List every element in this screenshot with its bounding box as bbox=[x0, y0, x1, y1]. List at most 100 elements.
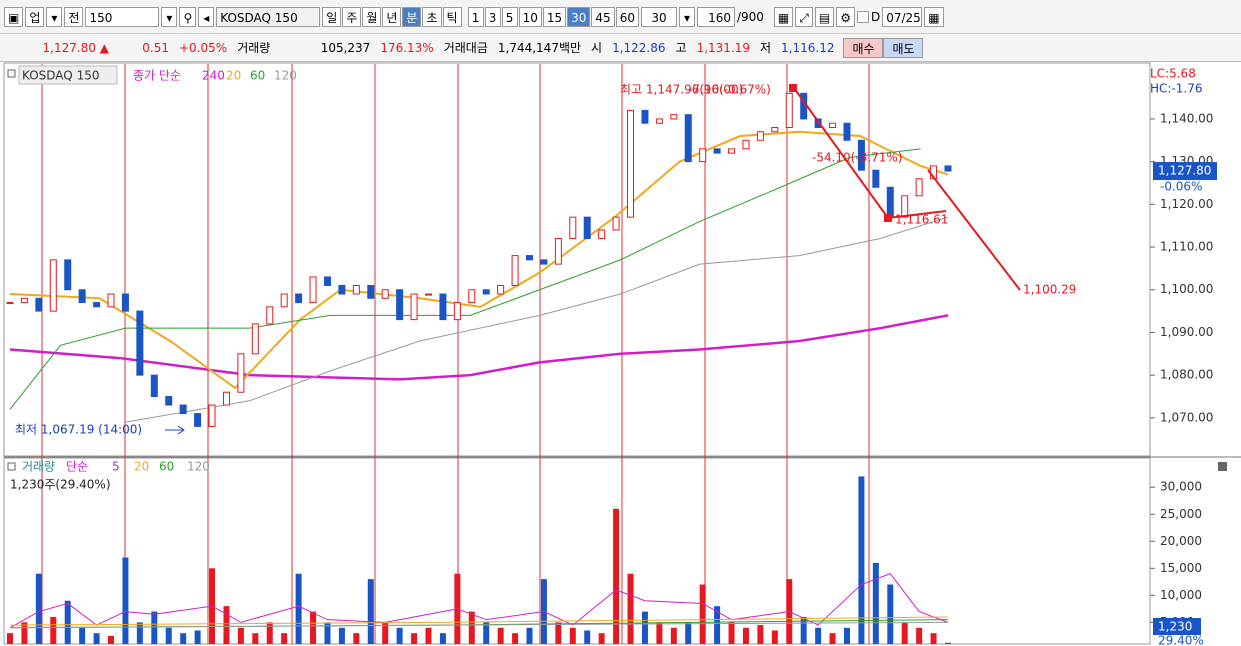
market[interactable]: 업 bbox=[25, 6, 45, 27]
interval-tab[interactable]: 60 bbox=[615, 6, 639, 27]
volume-bar bbox=[829, 633, 836, 644]
dropdown[interactable]: ▾ bbox=[161, 6, 178, 27]
calendar[interactable]: ▦ bbox=[924, 6, 944, 27]
interval-input[interactable]: 30 bbox=[640, 6, 677, 27]
count[interactable]: 160 bbox=[696, 6, 735, 27]
volume-bar bbox=[670, 627, 677, 644]
label: 거래량 bbox=[237, 41, 271, 55]
volume-bar bbox=[237, 627, 244, 644]
volume-bar bbox=[108, 635, 115, 644]
legend-icon bbox=[7, 462, 16, 471]
period-tab[interactable]: 초 bbox=[422, 6, 442, 27]
interval-tab[interactable]: 10 bbox=[518, 6, 542, 27]
candle bbox=[78, 289, 86, 304]
icon[interactable]: ▦ bbox=[773, 6, 794, 27]
volume-bar bbox=[656, 622, 663, 644]
interval-tab[interactable]: 3 bbox=[484, 6, 501, 27]
buy-button[interactable]: 매수 bbox=[843, 37, 884, 58]
sell-button[interactable]: 매도 bbox=[883, 37, 924, 58]
volume-bar bbox=[627, 573, 634, 644]
volume-bar bbox=[136, 622, 143, 644]
candle bbox=[699, 148, 707, 163]
candle bbox=[20, 297, 28, 304]
dropdown[interactable]: ▾ bbox=[678, 6, 695, 27]
interval-tab[interactable]: 30 bbox=[567, 6, 591, 27]
volume-panel bbox=[3, 457, 1151, 645]
candle bbox=[468, 289, 476, 304]
y-tick-label: 1,120.00 bbox=[1160, 197, 1213, 211]
candle bbox=[872, 169, 880, 188]
volume-bar bbox=[771, 630, 778, 644]
interval-tab[interactable]: 1 bbox=[467, 6, 484, 27]
volume-bar bbox=[396, 627, 403, 644]
period-tab[interactable]: 월 bbox=[362, 6, 382, 27]
candle bbox=[396, 289, 404, 321]
period-tab[interactable]: 일 bbox=[322, 6, 342, 27]
candle bbox=[424, 293, 432, 296]
period-tab[interactable]: 년 bbox=[382, 6, 402, 27]
y-tick-label: 25,000 bbox=[1160, 507, 1202, 521]
code[interactable]: 150 bbox=[85, 6, 160, 27]
candle bbox=[338, 284, 346, 295]
checkbox[interactable] bbox=[856, 10, 869, 23]
candle bbox=[583, 216, 591, 240]
ma-line bbox=[9, 314, 949, 381]
scope[interactable]: 전 bbox=[64, 6, 84, 27]
period-tab[interactable]: 분 bbox=[402, 6, 422, 27]
volume-bar bbox=[310, 611, 317, 644]
volume-bar bbox=[815, 627, 822, 644]
sound[interactable]: ◂ bbox=[198, 6, 215, 27]
volume: 105,237 bbox=[320, 40, 371, 55]
low: 1,116.12 bbox=[781, 40, 835, 55]
volume-bar bbox=[295, 573, 302, 644]
amount: 1,744,147백만 bbox=[497, 41, 582, 55]
ma-line bbox=[9, 148, 921, 410]
candle bbox=[107, 293, 115, 308]
y-tick-label: 1,070.00 bbox=[1160, 410, 1213, 424]
volume-bar bbox=[79, 627, 86, 644]
volume-bar bbox=[742, 627, 749, 644]
high: 1,131.19 bbox=[696, 40, 750, 55]
candle bbox=[843, 122, 851, 141]
close-icon bbox=[1218, 462, 1227, 471]
y-tick-label: 1,080.00 bbox=[1160, 368, 1213, 382]
date[interactable]: 07/25 bbox=[882, 6, 923, 27]
icon[interactable]: ▤ bbox=[814, 6, 835, 27]
volume-bar bbox=[50, 616, 57, 644]
candle bbox=[309, 276, 317, 304]
interval-tab[interactable]: 5 bbox=[501, 6, 518, 27]
trend-line bbox=[793, 87, 1021, 291]
legend-name: KOSDAQ 150 bbox=[22, 69, 99, 83]
icon[interactable]: ⚙ bbox=[836, 6, 855, 27]
candle bbox=[915, 178, 923, 197]
interval-tab[interactable]: 15 bbox=[542, 6, 567, 27]
interval-tab[interactable]: 45 bbox=[591, 6, 615, 27]
volume-bar bbox=[353, 633, 360, 644]
candle bbox=[511, 255, 519, 286]
dropdown[interactable]: ▾ bbox=[46, 6, 63, 27]
period-tab[interactable]: 주 bbox=[342, 6, 362, 27]
intervals: 1 3 5 10 15 30 45 60 bbox=[467, 6, 639, 27]
y-tick-label: 30,000 bbox=[1160, 480, 1202, 494]
volume-bar bbox=[699, 584, 706, 644]
volume-bar bbox=[165, 627, 172, 644]
candle bbox=[367, 284, 375, 299]
annotation: 최고 1,147.96(10:00) bbox=[620, 83, 743, 97]
candle bbox=[526, 255, 534, 261]
candle bbox=[35, 297, 43, 312]
volume-bar bbox=[512, 633, 519, 644]
candle bbox=[208, 404, 216, 427]
candle bbox=[886, 186, 894, 218]
icon[interactable]: ▣ bbox=[4, 6, 24, 27]
volume-bar bbox=[526, 627, 533, 644]
volume-bar bbox=[122, 557, 129, 644]
candle bbox=[280, 293, 288, 308]
volume-bar bbox=[338, 627, 345, 644]
search[interactable]: ⚲ bbox=[179, 6, 197, 27]
icon[interactable]: ⤢ bbox=[795, 6, 813, 27]
candle bbox=[439, 293, 447, 321]
candle bbox=[655, 118, 663, 124]
period-tab[interactable]: 틱 bbox=[442, 6, 462, 27]
price-panel bbox=[3, 62, 1151, 457]
